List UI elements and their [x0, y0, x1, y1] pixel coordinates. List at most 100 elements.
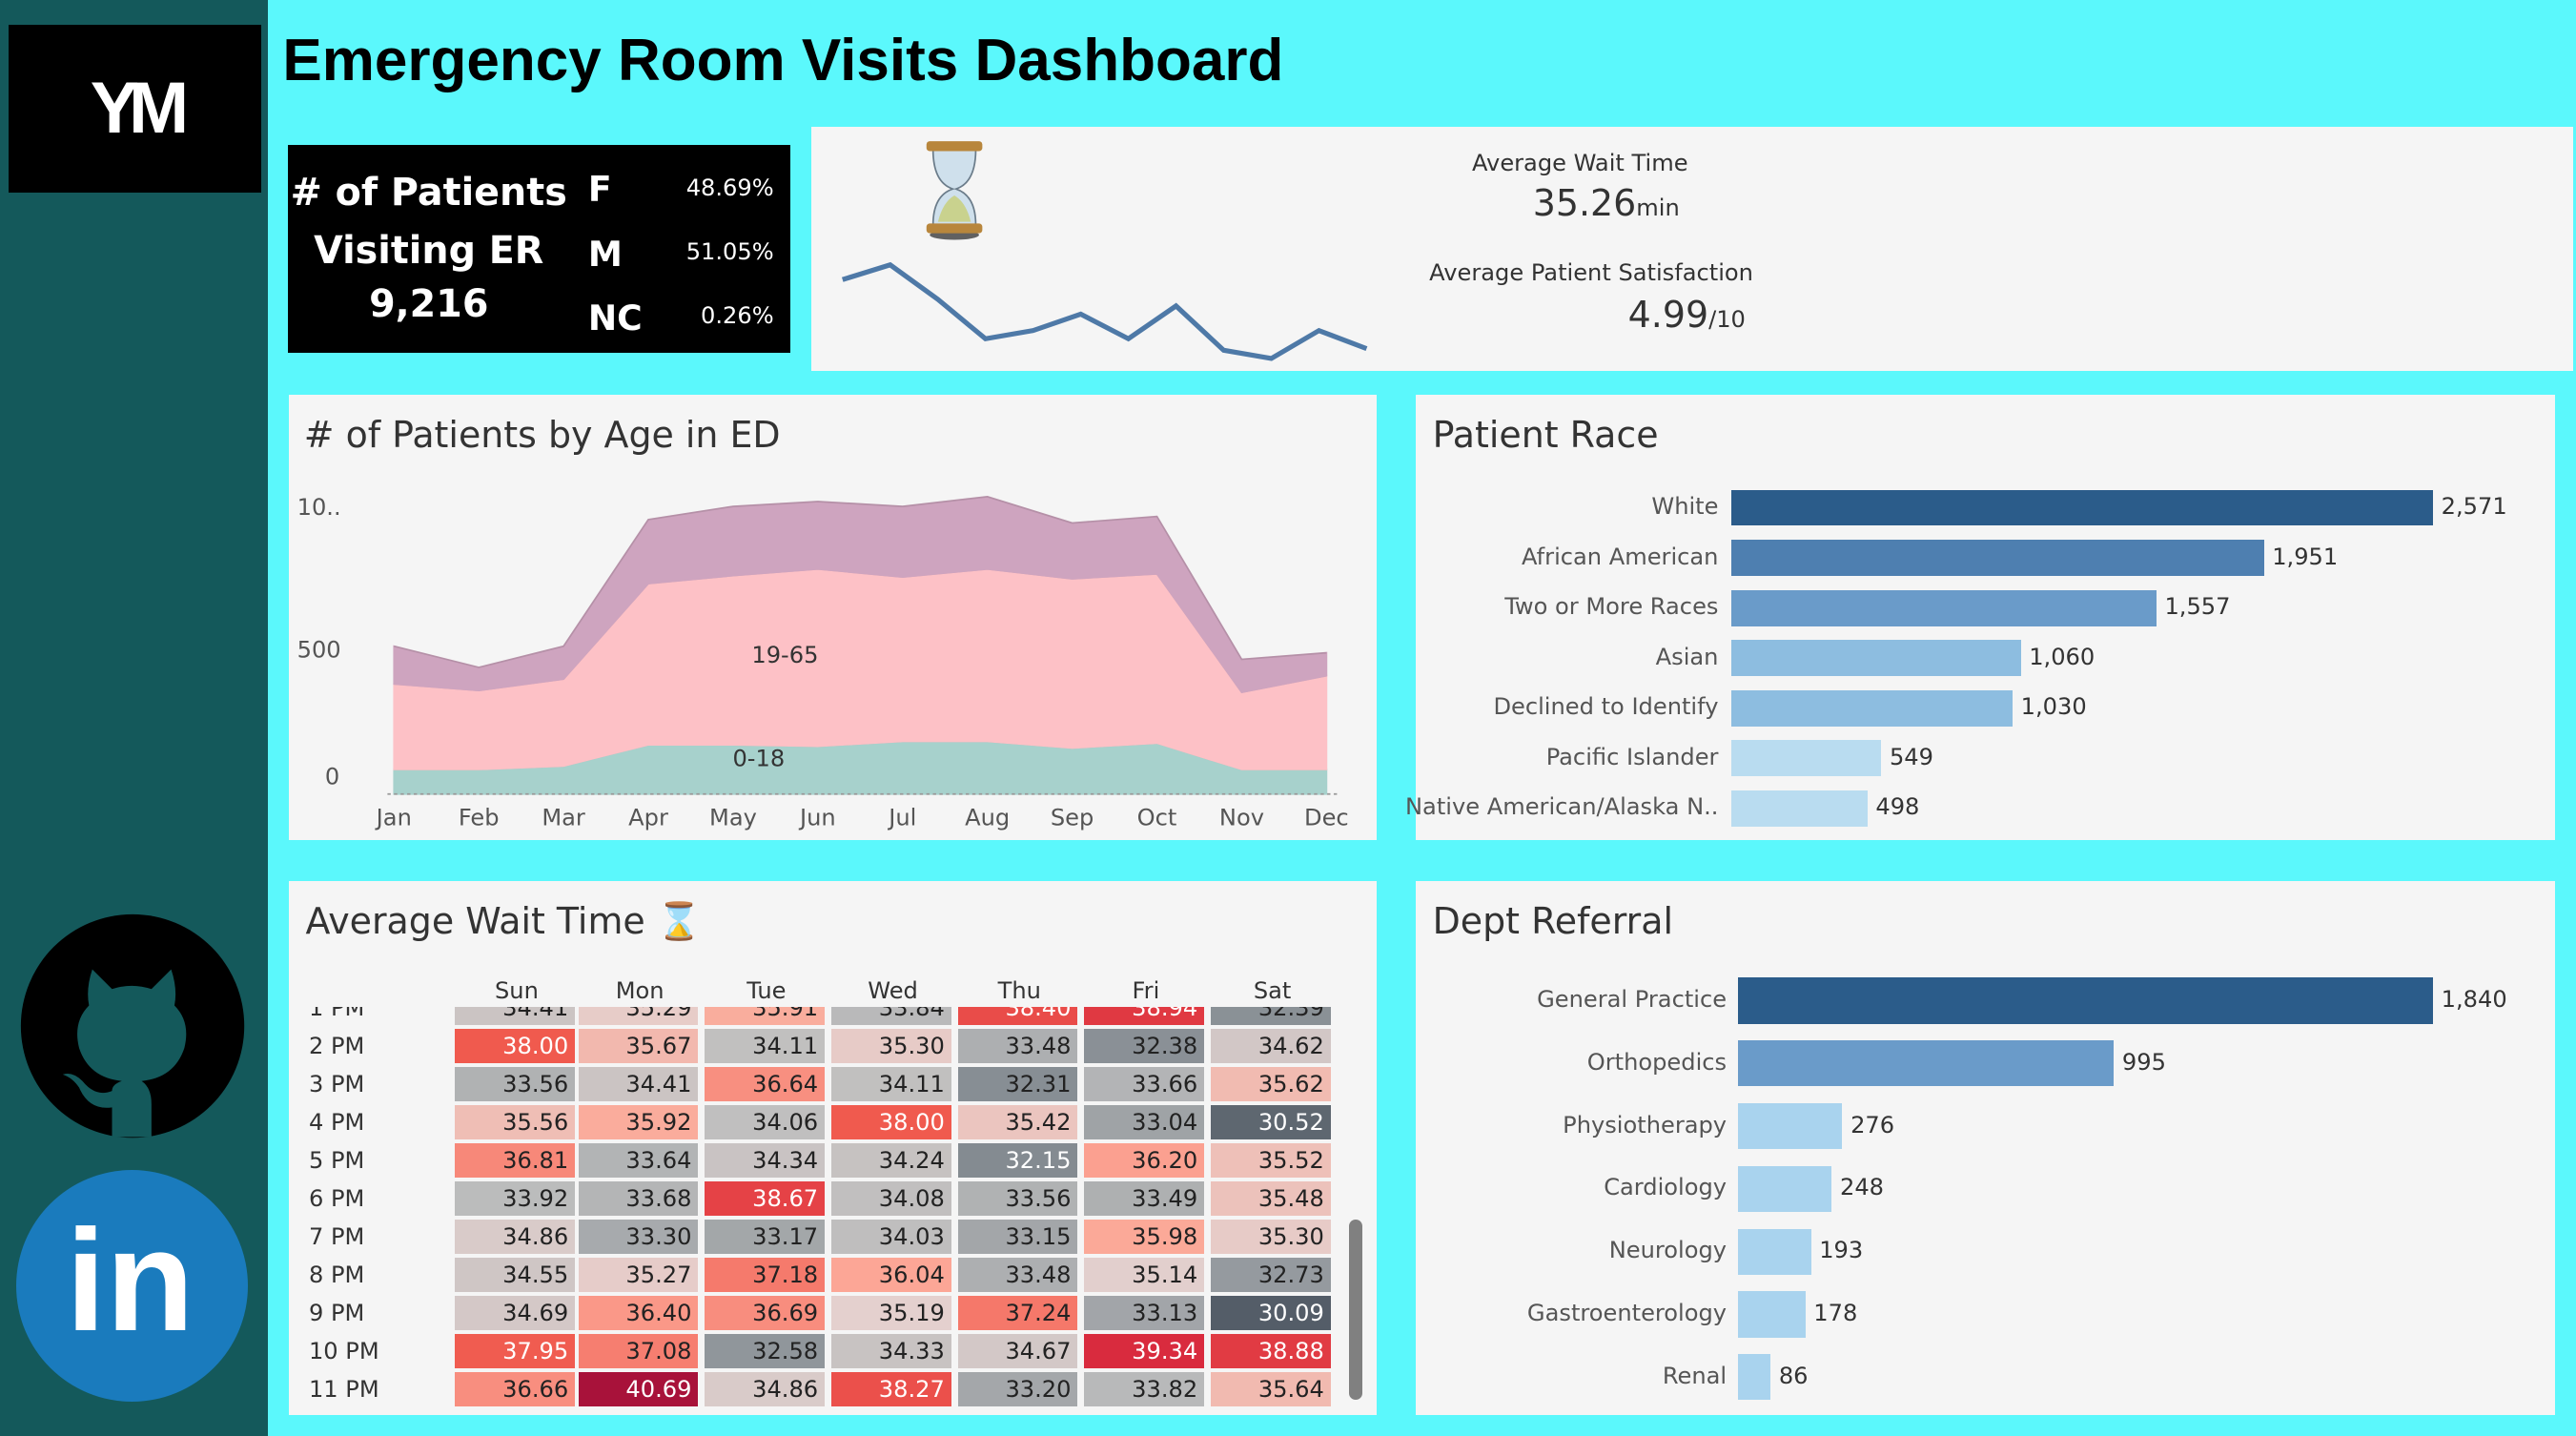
heatmap-cell[interactable]: 35.42	[957, 1105, 1078, 1140]
heatmap-cell[interactable]: 34.34	[705, 1142, 826, 1179]
heatmap-cell[interactable]: 35.62	[1210, 1067, 1331, 1102]
heatmap-cell[interactable]: 30.09	[1210, 1295, 1331, 1331]
heatmap-cell[interactable]: 35.56	[455, 1105, 576, 1140]
heatmap-cell[interactable]: 34.55	[455, 1257, 576, 1293]
github-icon[interactable]	[20, 913, 245, 1139]
heatmap-cell[interactable]: 35.27	[578, 1257, 699, 1293]
heatmap-cell[interactable]: 30.52	[1210, 1105, 1331, 1140]
bar[interactable]	[1738, 1040, 2115, 1087]
heatmap-cell[interactable]: 35.64	[1210, 1371, 1331, 1407]
bar[interactable]	[1731, 589, 2157, 626]
heatmap-cell[interactable]: 34.67	[957, 1333, 1078, 1369]
heatmap-cell[interactable]: 32.39	[1210, 1007, 1331, 1026]
heatmap-cell[interactable]: 35.91	[705, 1007, 826, 1026]
heatmap-cell[interactable]: 33.30	[578, 1219, 699, 1255]
heatmap-cell[interactable]: 35.30	[830, 1029, 951, 1064]
heatmap-scrollbar[interactable]	[1348, 1219, 1362, 1401]
heatmap-cell[interactable]: 37.24	[957, 1295, 1078, 1331]
heatmap-cell[interactable]: 38.88	[1210, 1333, 1331, 1369]
heatmap-cell[interactable]: 38.27	[830, 1371, 951, 1407]
heatmap-cell[interactable]: 36.66	[455, 1371, 576, 1407]
heatmap-cell[interactable]: 37.95	[455, 1333, 576, 1369]
heatmap-cell[interactable]: 33.15	[957, 1219, 1078, 1255]
heatmap-cell[interactable]: 33.56	[455, 1067, 576, 1102]
heatmap-cell[interactable]: 33.92	[455, 1180, 576, 1217]
bar[interactable]	[1738, 1102, 1843, 1150]
heatmap-cell[interactable]: 35.92	[578, 1105, 699, 1140]
linkedin-icon[interactable]: in	[16, 1169, 249, 1402]
heatmap-cell[interactable]: 35.67	[578, 1029, 699, 1064]
heatmap-cell[interactable]: 33.13	[1084, 1295, 1205, 1331]
bar-value-label: 248	[1839, 1174, 1885, 1201]
heatmap-cell[interactable]: 34.41	[455, 1007, 576, 1026]
heatmap-cell[interactable]: 34.69	[455, 1295, 576, 1331]
heatmap-cell[interactable]: 35.52	[1210, 1142, 1331, 1179]
heatmap-cell[interactable]: 33.04	[1084, 1105, 1205, 1140]
bar[interactable]	[1731, 790, 1868, 827]
heatmap-cell[interactable]: 32.31	[957, 1067, 1078, 1102]
heatmap-cell[interactable]: 33.48	[957, 1029, 1078, 1064]
heatmap-cell[interactable]: 32.15	[957, 1142, 1078, 1179]
x-tick-label: Mar	[542, 804, 586, 831]
heatmap-cell[interactable]: 36.40	[578, 1295, 699, 1331]
bar[interactable]	[1738, 977, 2434, 1024]
heatmap-cell[interactable]: 37.18	[705, 1257, 826, 1293]
heatmap-cell[interactable]: 39.34	[1084, 1333, 1205, 1369]
heatmap-cell[interactable]: 38.00	[455, 1029, 576, 1064]
heatmap-cell[interactable]: 33.17	[705, 1219, 826, 1255]
heatmap-cell[interactable]: 35.14	[1084, 1257, 1205, 1293]
bar[interactable]	[1738, 1291, 1806, 1338]
heatmap-cell[interactable]: 35.30	[1210, 1219, 1331, 1255]
heatmap-cell[interactable]: 34.06	[705, 1105, 826, 1140]
heatmap-cell[interactable]: 32.73	[1210, 1257, 1331, 1293]
heatmap-cell[interactable]: 34.41	[578, 1067, 699, 1102]
heatmap-cell[interactable]: 33.48	[957, 1257, 1078, 1293]
bar[interactable]	[1731, 640, 2021, 677]
heatmap-cell[interactable]: 34.03	[830, 1219, 951, 1255]
heatmap-cell[interactable]: 33.68	[578, 1180, 699, 1217]
heatmap-cell[interactable]: 32.38	[1084, 1029, 1205, 1064]
heatmap-cell[interactable]: 36.81	[455, 1142, 576, 1179]
bar[interactable]	[1731, 489, 2434, 526]
heatmap-cell[interactable]: 38.00	[830, 1105, 951, 1140]
bar[interactable]	[1738, 1228, 1811, 1275]
heatmap-cell[interactable]: 35.29	[578, 1007, 699, 1026]
heatmap-cell[interactable]: 34.24	[830, 1142, 951, 1179]
heatmap-cell[interactable]: 36.64	[705, 1067, 826, 1102]
bar[interactable]	[1731, 740, 1882, 777]
heatmap-cell[interactable]: 33.84	[830, 1007, 951, 1026]
heatmap-cell[interactable]: 36.69	[705, 1295, 826, 1331]
heatmap-cell[interactable]: 34.86	[705, 1371, 826, 1407]
heatmap-cell[interactable]: 38.67	[705, 1180, 826, 1217]
bar[interactable]	[1738, 1165, 1832, 1212]
heatmap-cell[interactable]: 34.33	[830, 1333, 951, 1369]
heatmap-cell[interactable]: 35.48	[1210, 1180, 1331, 1217]
heatmap-cell[interactable]: 35.19	[830, 1295, 951, 1331]
heatmap-cell[interactable]: 36.20	[1084, 1142, 1205, 1179]
heatmap-cell[interactable]: 34.11	[830, 1067, 951, 1102]
bar[interactable]	[1731, 540, 2264, 576]
heatmap-cell[interactable]: 35.98	[1084, 1219, 1205, 1255]
heatmap-cell[interactable]: 32.58	[705, 1333, 826, 1369]
heatmap-cell[interactable]: 36.04	[830, 1257, 951, 1293]
heatmap-row-label: 9 PM	[308, 1299, 365, 1326]
heatmap-cell[interactable]: 33.20	[957, 1371, 1078, 1407]
heatmap-cell[interactable]: 34.08	[830, 1180, 951, 1217]
heatmap-cell[interactable]: 34.11	[705, 1029, 826, 1064]
heatmap-cell[interactable]: 33.66	[1084, 1067, 1205, 1102]
logo: YM	[8, 24, 261, 193]
heatmap-cell[interactable]: 34.86	[455, 1219, 576, 1255]
heatmap-cell[interactable]: 38.40	[957, 1007, 1078, 1026]
heatmap-cell[interactable]: 33.82	[1084, 1371, 1205, 1407]
heatmap-viewport[interactable]: 1 PM 34.41 35.29 35.91 33.84 38.40 38.94 32.39 2…	[289, 1007, 1343, 1407]
heatmap-cell[interactable]: 34.62	[1210, 1029, 1331, 1064]
heatmap-cell[interactable]: 40.69	[578, 1371, 699, 1407]
bar[interactable]	[1731, 689, 2013, 727]
heatmap-cell[interactable]: 33.49	[1084, 1180, 1205, 1217]
heatmap-cell[interactable]: 33.56	[957, 1180, 1078, 1217]
heatmap-cell[interactable]: 33.64	[578, 1142, 699, 1179]
bar[interactable]	[1738, 1354, 1771, 1401]
x-tick-label: May	[709, 804, 757, 831]
heatmap-cell[interactable]: 38.94	[1084, 1007, 1205, 1026]
heatmap-cell[interactable]: 37.08	[578, 1333, 699, 1369]
